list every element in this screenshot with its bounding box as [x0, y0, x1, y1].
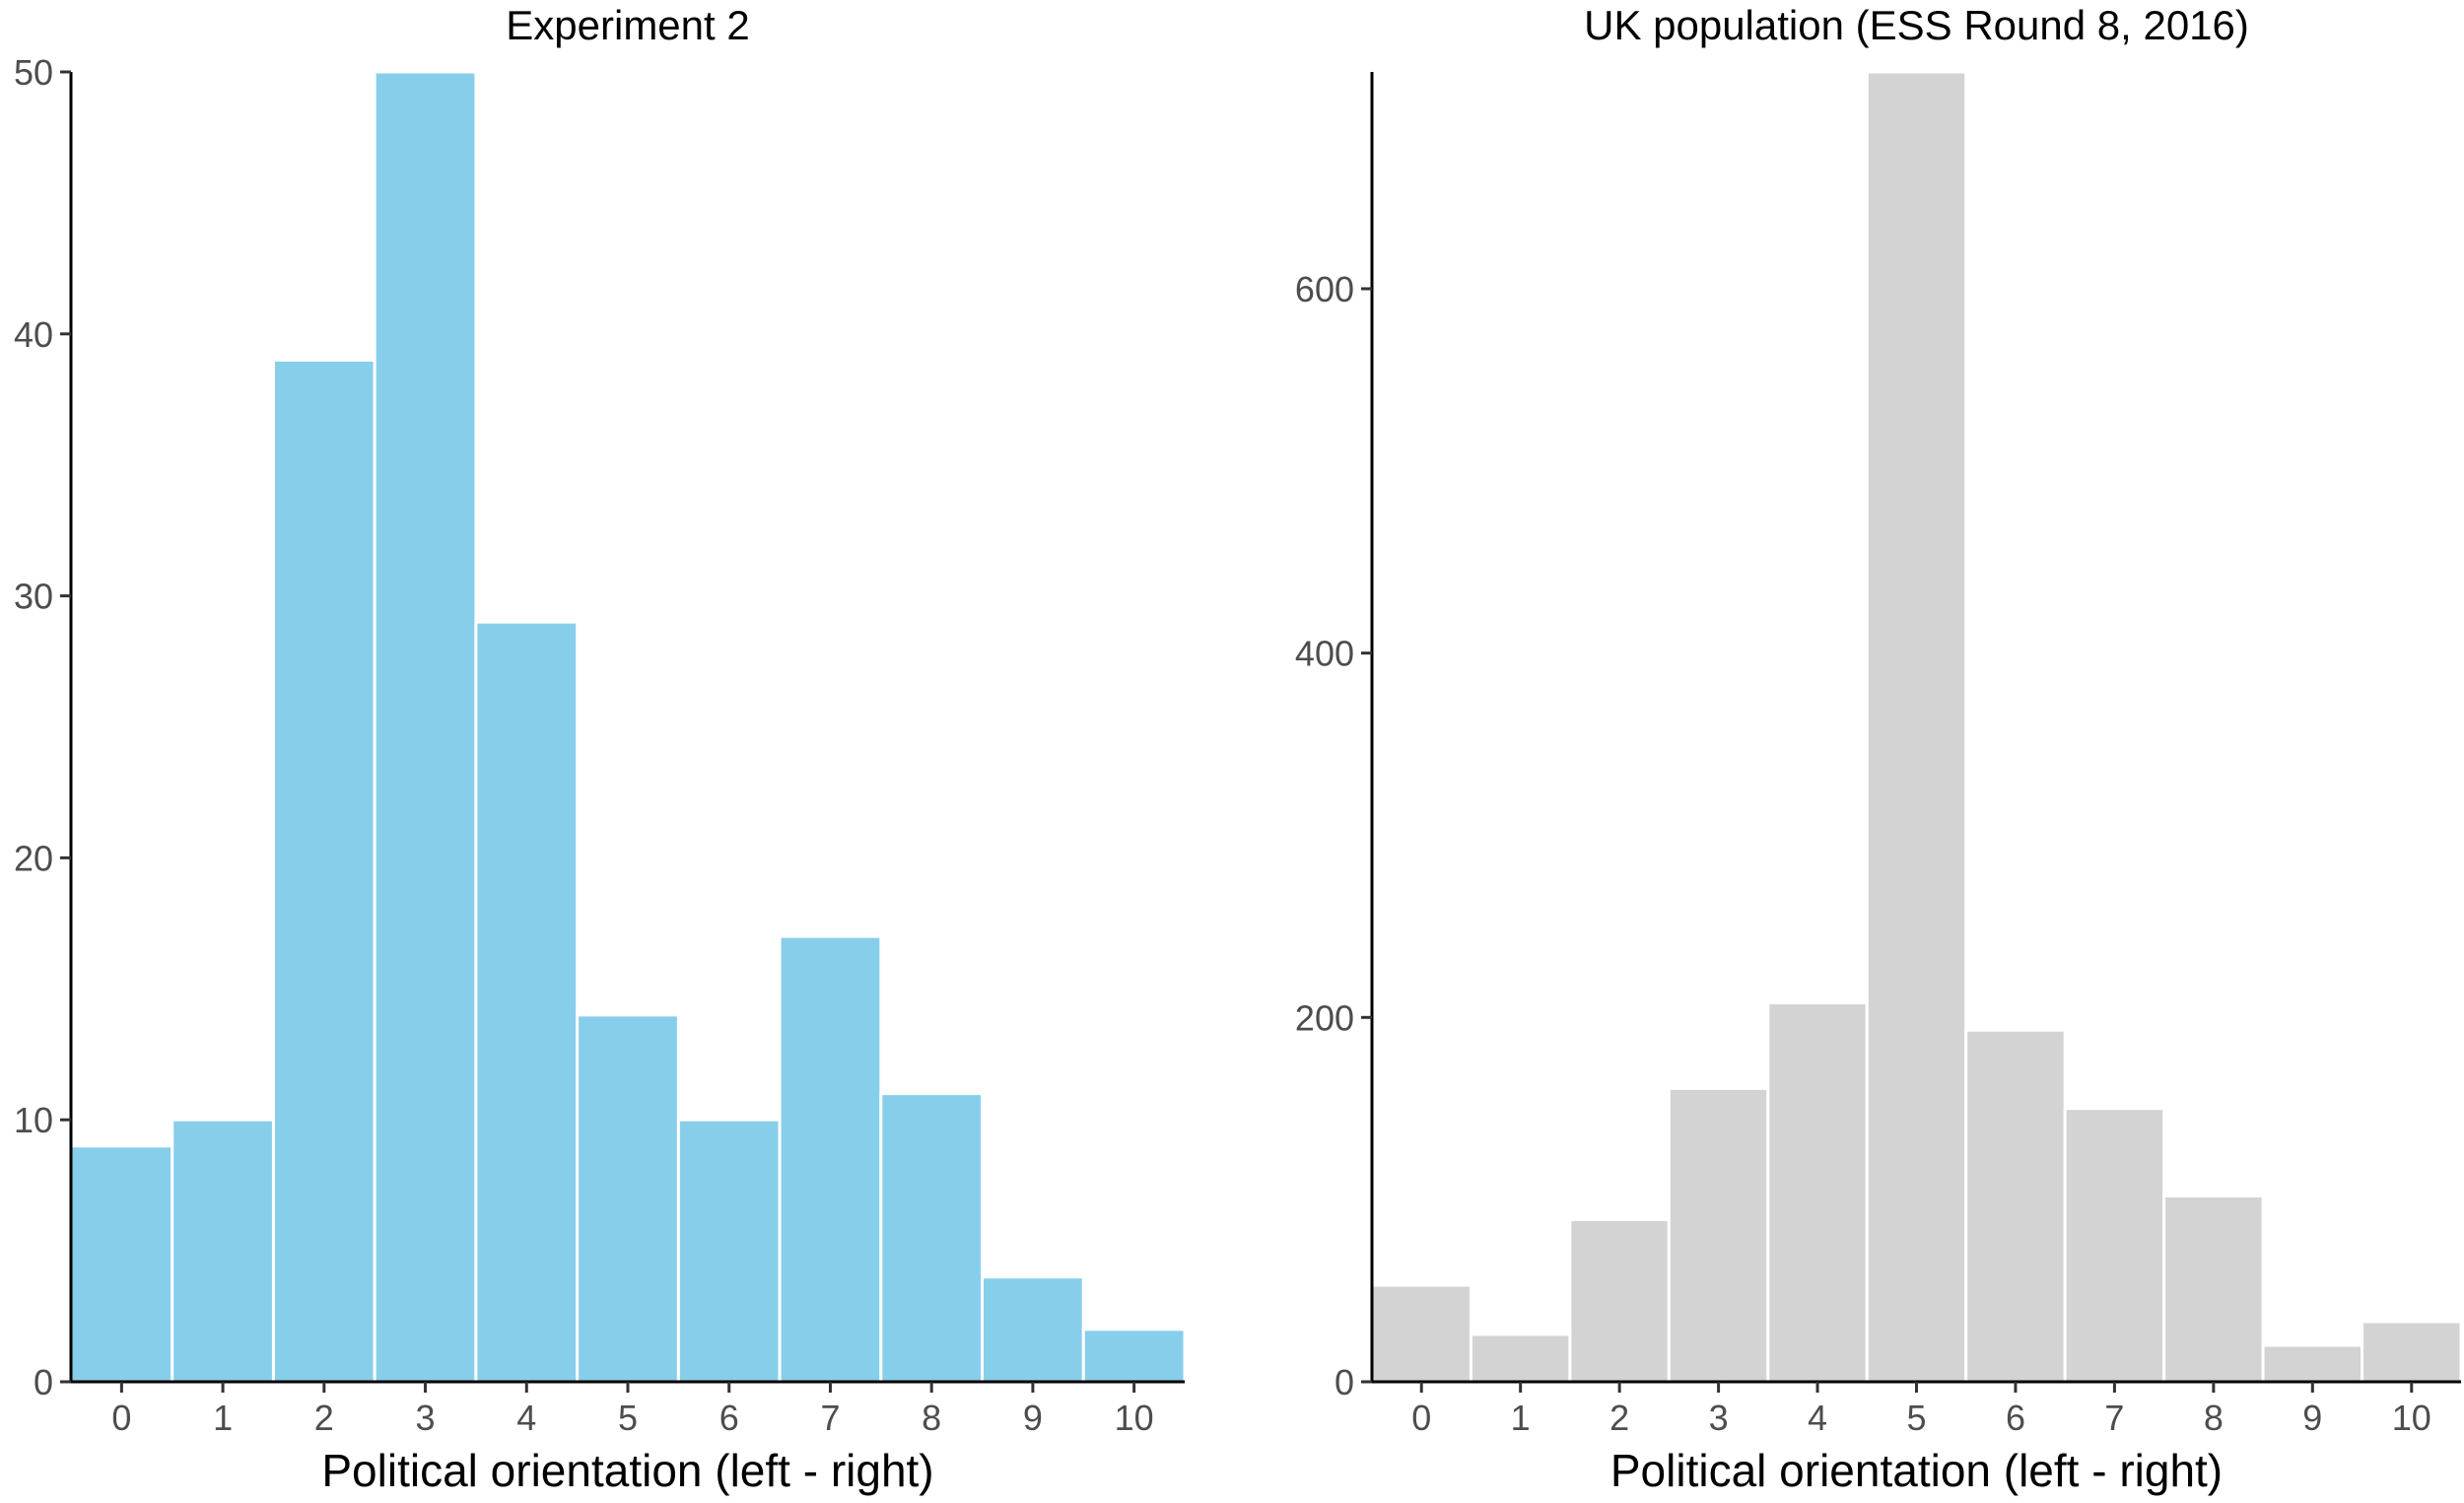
x-axis-label: Political orientation (left - right)	[321, 1445, 933, 1496]
bar-2	[1568, 1217, 1671, 1384]
bar-10	[2361, 1320, 2463, 1384]
bar-7	[778, 934, 883, 1384]
chart-title: UK population (ESS Round 8, 2016)	[1584, 2, 2249, 48]
y-tick-label: 40	[14, 314, 53, 355]
bar-2	[271, 358, 376, 1384]
x-tick-label: 7	[820, 1398, 840, 1438]
x-tick-label: 3	[1709, 1398, 1729, 1438]
x-tick-label: 6	[719, 1398, 739, 1438]
y-tick-label: 10	[14, 1100, 53, 1140]
bar-8	[879, 1092, 985, 1384]
x-tick-label: 2	[314, 1398, 334, 1438]
x-axis-label: Political orientation (left - right)	[1610, 1445, 2223, 1496]
x-tick-label: 2	[1609, 1398, 1629, 1438]
bar-5	[1865, 70, 1968, 1384]
y-tick-label: 20	[14, 838, 53, 878]
bar-3	[373, 70, 478, 1384]
x-tick-label: 8	[2204, 1398, 2224, 1438]
x-tick-label: 1	[1511, 1398, 1531, 1438]
y-tick-label: 50	[14, 52, 53, 93]
x-tick-label: 6	[2006, 1398, 2025, 1438]
y-tick-label: 600	[1295, 269, 1354, 309]
x-tick-label: 7	[2104, 1398, 2124, 1438]
x-tick-label: 10	[2392, 1398, 2431, 1438]
bar-6	[1964, 1028, 2067, 1384]
x-tick-label: 10	[1115, 1398, 1154, 1438]
x-tick-label: 0	[1411, 1398, 1431, 1438]
bar-7	[2063, 1107, 2166, 1384]
x-tick-label: 5	[618, 1398, 638, 1438]
bar-9	[981, 1275, 1085, 1384]
x-tick-label: 9	[1023, 1398, 1043, 1438]
bar-1	[171, 1118, 275, 1384]
bar-10	[1081, 1328, 1187, 1384]
chart-title: Experiment 2	[506, 2, 749, 48]
x-tick-label: 0	[111, 1398, 131, 1438]
x-tick-label: 5	[1906, 1398, 1926, 1438]
y-tick-label: 200	[1295, 997, 1354, 1038]
y-tick-label: 30	[14, 577, 53, 617]
y-tick-label: 400	[1295, 634, 1354, 674]
x-tick-label: 1	[213, 1398, 233, 1438]
bar-1	[1469, 1332, 1572, 1384]
chart-experiment-2: Experiment 2 Political orientation (left…	[14, 2, 1187, 1496]
x-tick-label: 8	[922, 1398, 941, 1438]
y-tick-label: 0	[34, 1362, 53, 1402]
bar-3	[1667, 1086, 1770, 1384]
bar-5	[576, 1013, 680, 1384]
bar-4	[474, 620, 580, 1384]
bar-4	[1766, 1001, 1869, 1384]
y-tick-label: 0	[1335, 1362, 1354, 1402]
bar-9	[2261, 1343, 2364, 1384]
bar-0	[1370, 1283, 1472, 1384]
x-tick-label: 9	[2302, 1398, 2322, 1438]
x-tick-label: 4	[1808, 1398, 1827, 1438]
bar-6	[676, 1118, 782, 1384]
chart-uk-population: UK population (ESS Round 8, 2016) Politi…	[1295, 2, 2463, 1496]
x-tick-label: 3	[416, 1398, 436, 1438]
bar-8	[2162, 1194, 2265, 1384]
bar-0	[69, 1144, 174, 1384]
x-tick-label: 4	[516, 1398, 536, 1438]
